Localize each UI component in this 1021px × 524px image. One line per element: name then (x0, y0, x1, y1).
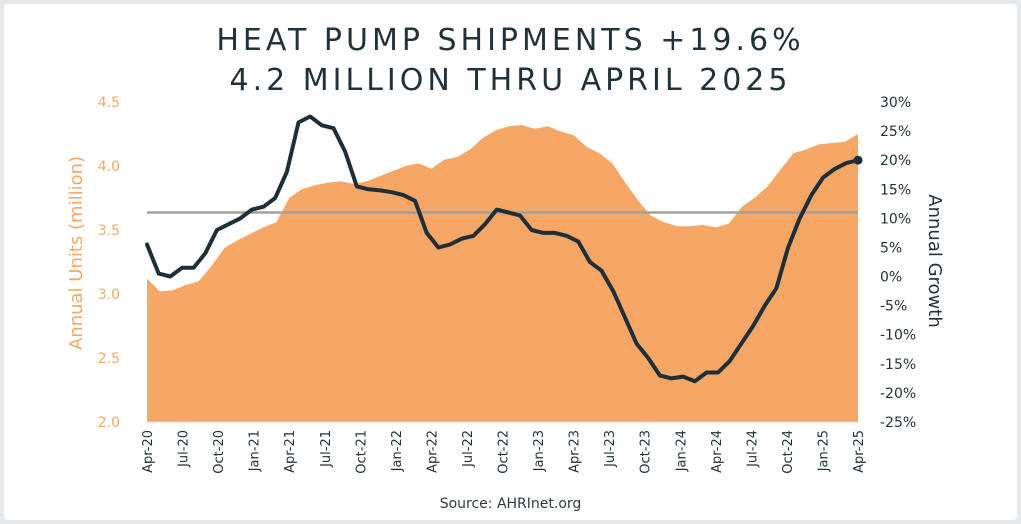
x-tick-label: Apr-21 (283, 430, 298, 473)
x-tick-label: Apr-24 (710, 430, 725, 473)
x-tick-label: Jul-24 (745, 430, 760, 468)
left-tick-label: 3.5 (98, 223, 120, 239)
right-tick-label: 20% (880, 153, 911, 169)
right-tick-label: 0% (880, 270, 902, 286)
left-tick-label: 4.5 (98, 95, 120, 111)
right-tick-label: -10% (880, 328, 916, 344)
x-tick-label: Apr-23 (568, 430, 583, 473)
x-tick-label: Jul-22 (461, 430, 476, 468)
right-tick-label: 10% (880, 211, 911, 227)
x-tick-label: Apr-20 (141, 430, 156, 473)
chart-title-line-2: 4.2 MILLION THRU APRIL 2025 (229, 63, 792, 98)
x-tick-label: Oct-24 (781, 430, 796, 474)
right-tick-label: 5% (880, 240, 902, 256)
x-tick-label: Oct-22 (497, 430, 512, 474)
right-tick-label: -15% (880, 357, 916, 373)
growth-line (145, 114, 860, 384)
left-axis-title: Annual Units (million) (66, 156, 87, 350)
x-tick-label: Jan-21 (248, 430, 263, 472)
x-tick-label: Oct-23 (639, 430, 654, 474)
right-tick-label: -25% (880, 415, 916, 431)
right-tick-label: 15% (880, 182, 911, 198)
x-tick-label: Jul-21 (319, 430, 334, 468)
left-tick-label: 2.5 (98, 351, 120, 367)
right-tick-label: -20% (880, 386, 916, 402)
x-tick-label: Oct-21 (354, 430, 369, 474)
x-tick-label: Jan-23 (532, 430, 547, 472)
x-tick-label: Jan-24 (674, 430, 689, 472)
x-tick-label: Jan-25 (817, 430, 832, 472)
left-tick-label: 3.0 (98, 287, 120, 303)
x-tick-label: Jan-22 (390, 430, 405, 472)
right-tick-label: -5% (880, 299, 907, 315)
chart-title-line-1: HEAT PUMP SHIPMENTS +19.6% (216, 23, 805, 58)
right-tick-label: 25% (880, 124, 911, 140)
source-note: Source: AHRInet.org (439, 496, 582, 512)
left-tick-label: 2.0 (98, 415, 120, 431)
units-area (147, 125, 858, 422)
x-tick-label: Jul-23 (603, 430, 618, 468)
x-tick-label: Apr-22 (425, 430, 440, 473)
x-tick-label: Oct-20 (212, 430, 227, 474)
x-tick-label: Jul-20 (177, 430, 192, 468)
x-tick-label: Apr-25 (852, 430, 867, 473)
right-axis-title: Annual Growth (924, 194, 945, 327)
right-tick-label: 30% (880, 95, 911, 111)
growth-end-point (853, 155, 863, 165)
left-tick-label: 4.0 (98, 159, 120, 175)
